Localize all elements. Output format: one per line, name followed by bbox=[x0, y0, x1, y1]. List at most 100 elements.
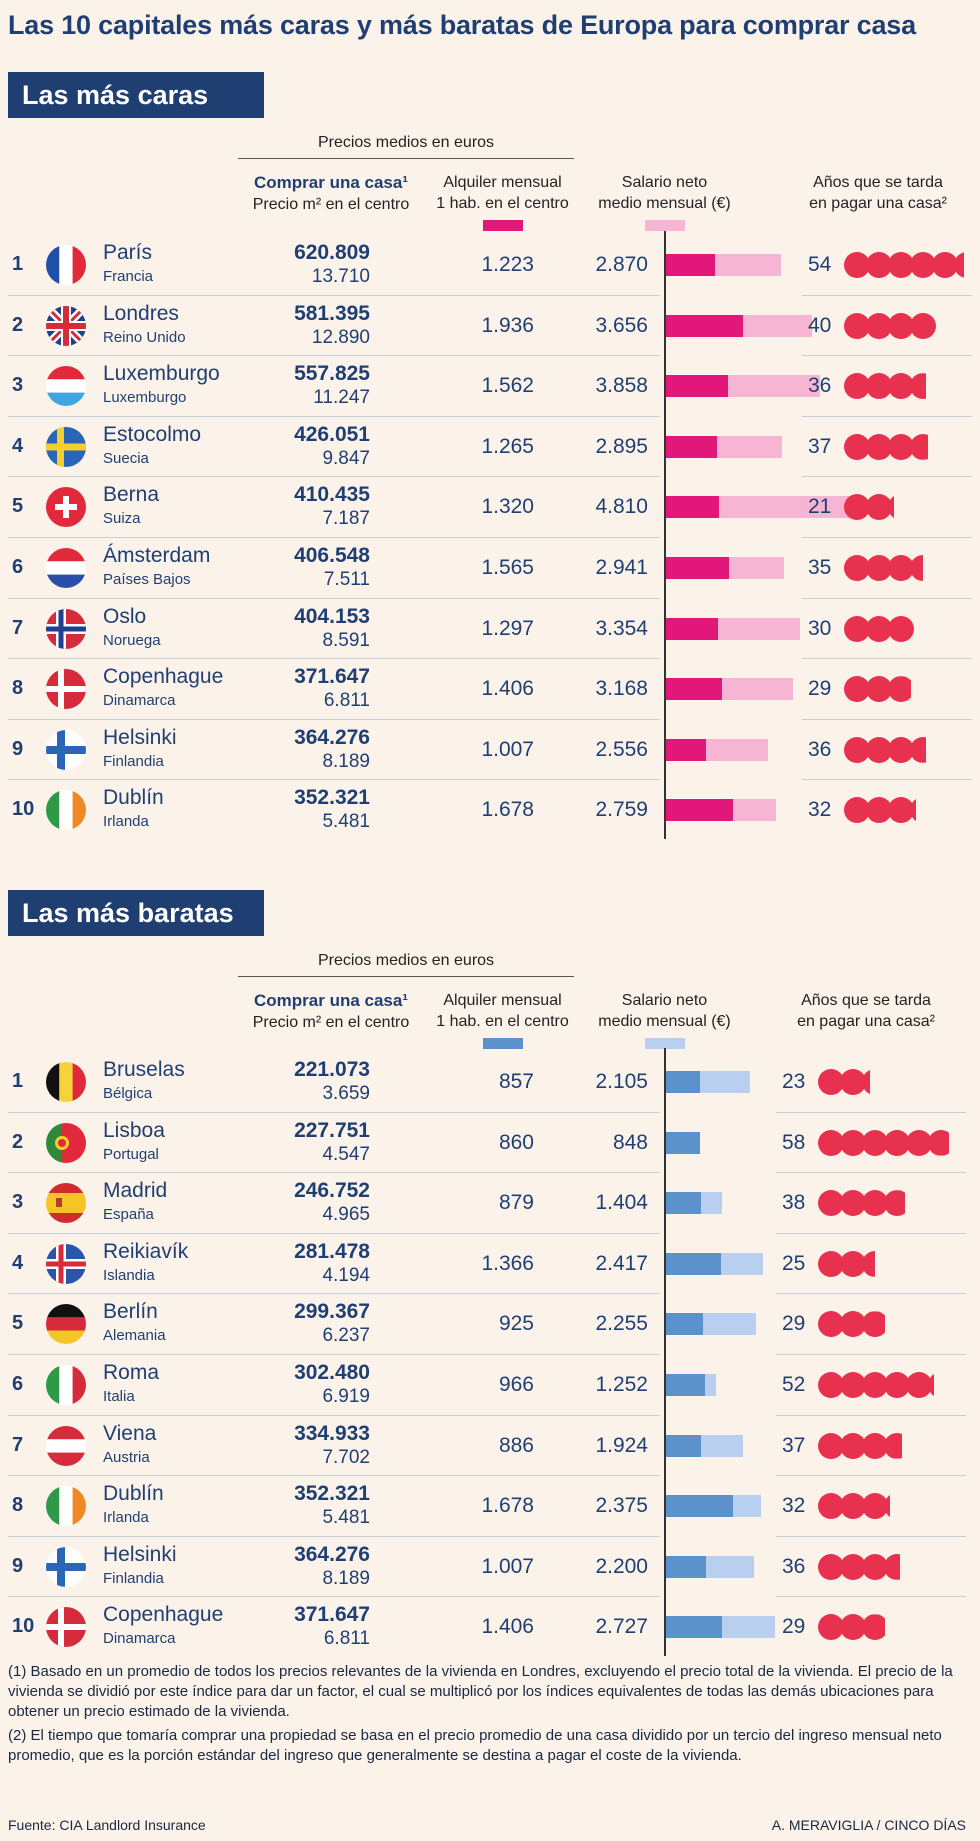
house-price: 352.321 bbox=[294, 1482, 370, 1506]
city-name: Dublín bbox=[103, 786, 164, 810]
legend-swatch-salary bbox=[645, 220, 685, 231]
years-dot bbox=[884, 1190, 905, 1217]
salary-value: 2.375 bbox=[595, 1494, 648, 1518]
house-price: 620.809 bbox=[294, 241, 370, 264]
house-price: 410.435 bbox=[294, 483, 370, 507]
rank-number: 9 bbox=[12, 737, 24, 760]
years-dot bbox=[844, 676, 870, 703]
house-price: 364.276 bbox=[294, 1542, 370, 1566]
years-value: 32 bbox=[782, 1494, 806, 1518]
city-name: Oslo bbox=[103, 604, 147, 628]
years-dot bbox=[818, 1311, 844, 1338]
years-dot bbox=[906, 1129, 932, 1156]
price-per-sqm: 7.702 bbox=[322, 1446, 370, 1468]
salary-value: 2.895 bbox=[595, 434, 648, 458]
years-dot bbox=[818, 1493, 844, 1520]
row-separator bbox=[8, 779, 660, 781]
city-name: Helsinki bbox=[103, 725, 177, 749]
house-price: 246.752 bbox=[294, 1179, 370, 1203]
bar-axis bbox=[664, 231, 666, 839]
rank-number: 4 bbox=[12, 434, 24, 457]
price-per-sqm: 3.659 bbox=[322, 1083, 370, 1104]
country-name: Dinamarca bbox=[103, 1630, 176, 1648]
group-label: Precios medios en euros bbox=[317, 952, 495, 969]
years-value: 40 bbox=[808, 313, 832, 337]
table-row: 7 Viena Austria 334.933 7.702 886 1.924 37 bbox=[0, 1416, 980, 1476]
rent-bar bbox=[666, 617, 718, 640]
table-row: 10 Copenhague Dinamarca 371.647 6.811 1.406 2.… bbox=[0, 1597, 980, 1657]
table-row: 2 Lisboa Portugal 227.751 4.547 860 848 58 bbox=[0, 1113, 980, 1173]
rent-value: 857 bbox=[498, 1070, 534, 1093]
years-dot bbox=[862, 1372, 888, 1398]
years-value: 54 bbox=[808, 253, 832, 276]
row-separator bbox=[8, 1475, 660, 1477]
footnote-1: (1) Basado en un promedio de todos los p… bbox=[8, 1663, 953, 1720]
rank-number: 4 bbox=[12, 1251, 24, 1274]
rent-bar bbox=[666, 678, 723, 701]
house-price: 406.548 bbox=[294, 544, 370, 567]
price-per-sqm: 6.237 bbox=[322, 1325, 370, 1347]
row-separator bbox=[8, 658, 660, 660]
row-separator bbox=[776, 1535, 966, 1537]
header-buy: Comprar una casa¹ Precio m² en el centro bbox=[252, 991, 410, 1031]
rent-bar bbox=[666, 1495, 734, 1518]
table-row: 10 Dublín Irlanda 352.321 5.481 1.678 2.759 32 bbox=[0, 780, 980, 840]
house-price: 299.367 bbox=[294, 1300, 370, 1324]
rent-value: 1.007 bbox=[481, 1554, 534, 1578]
row-separator bbox=[802, 779, 972, 781]
years-dot bbox=[884, 1432, 902, 1459]
rent-bar bbox=[666, 557, 729, 579]
rank-number: 3 bbox=[12, 1191, 24, 1214]
years-value: 38 bbox=[782, 1191, 806, 1215]
row-separator bbox=[8, 537, 660, 538]
austria-flag-icon bbox=[46, 1425, 86, 1466]
country-name: Portugal bbox=[103, 1145, 159, 1163]
country-name: Islandia bbox=[103, 1266, 155, 1284]
years-dot bbox=[862, 1553, 888, 1580]
price-per-sqm: 12.890 bbox=[311, 326, 370, 348]
house-price: 557.825 bbox=[294, 362, 370, 386]
ireland-flag-icon bbox=[46, 790, 86, 831]
years-dot bbox=[866, 676, 892, 703]
row-separator bbox=[802, 476, 972, 478]
years-dot bbox=[888, 494, 894, 521]
years-dot bbox=[840, 1372, 866, 1398]
salary-value: 2.759 bbox=[595, 798, 648, 822]
years-value: 58 bbox=[782, 1130, 806, 1154]
city-name: Dublín bbox=[103, 1482, 164, 1506]
row-separator bbox=[802, 718, 972, 720]
row-separator bbox=[776, 1111, 966, 1113]
rent-value: 1.297 bbox=[481, 616, 534, 640]
years-value: 52 bbox=[782, 1373, 806, 1396]
years-dot bbox=[910, 312, 936, 339]
years-dot bbox=[910, 736, 926, 763]
years-dot bbox=[866, 494, 892, 521]
city-name: París bbox=[103, 241, 153, 264]
price-per-sqm: 5.481 bbox=[322, 811, 370, 833]
belgium-flag-icon bbox=[46, 1062, 86, 1102]
house-price: 302.480 bbox=[294, 1361, 370, 1384]
group-rule bbox=[238, 976, 574, 977]
price-per-sqm: 4.965 bbox=[322, 1204, 370, 1226]
rent-value: 1.406 bbox=[481, 1615, 534, 1639]
years-dot bbox=[862, 1311, 885, 1338]
portugal-flag-icon bbox=[46, 1122, 86, 1163]
city-name: Helsinki bbox=[103, 1542, 177, 1566]
price-per-sqm: 8.591 bbox=[322, 629, 370, 651]
rank-number: 3 bbox=[12, 374, 24, 397]
rent-value: 1.936 bbox=[481, 313, 534, 337]
rent-value: 1.007 bbox=[481, 737, 534, 761]
house-price: 404.153 bbox=[294, 604, 370, 628]
years-dot bbox=[884, 1372, 910, 1398]
country-name: Noruega bbox=[103, 631, 161, 649]
years-dot bbox=[910, 797, 916, 824]
rank-number: 5 bbox=[12, 1312, 24, 1335]
salary-value: 1.924 bbox=[595, 1433, 648, 1457]
table-row: 2 Londres Reino Unido 581.395 12.890 1.936 3.6… bbox=[0, 296, 980, 356]
row-separator bbox=[776, 1414, 966, 1416]
house-price: 364.276 bbox=[294, 725, 370, 749]
header-years: Años que se tarda en pagar una casa² bbox=[809, 174, 947, 212]
years-dot bbox=[840, 1311, 866, 1338]
house-price: 227.751 bbox=[294, 1118, 370, 1142]
rent-bar bbox=[666, 1434, 702, 1457]
